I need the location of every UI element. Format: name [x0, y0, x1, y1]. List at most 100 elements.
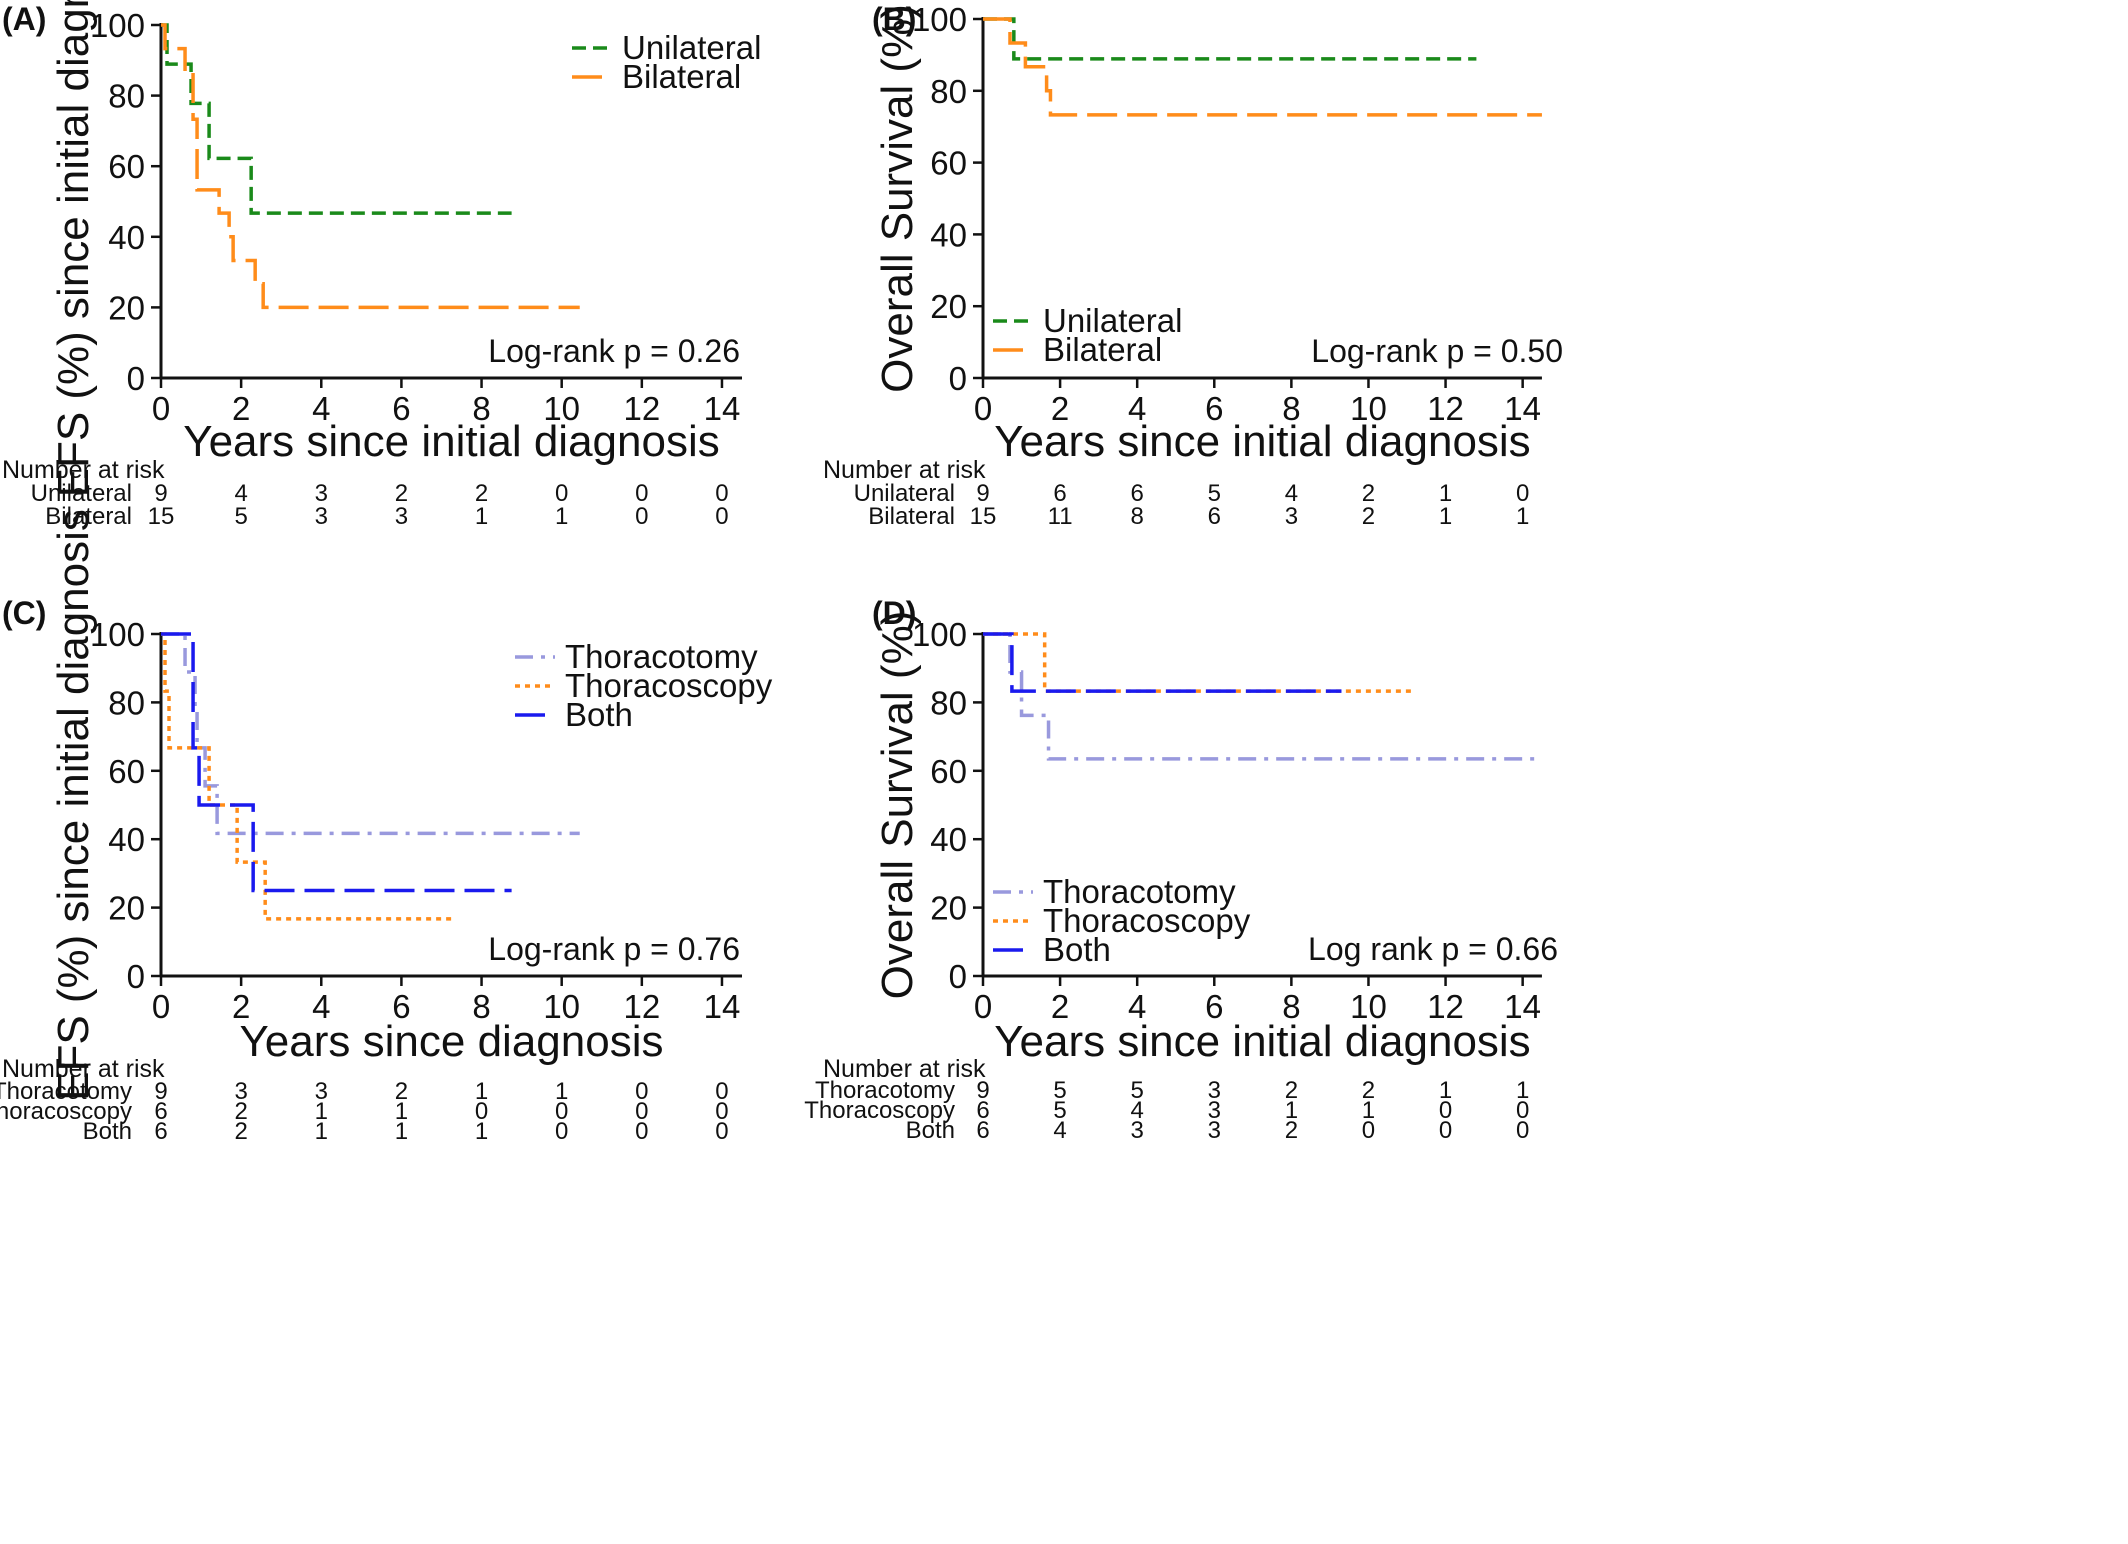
x-tick-label: 0: [152, 988, 170, 1025]
risk-count: 5: [1131, 1077, 1144, 1104]
risk-count: 1: [475, 1078, 488, 1105]
x-tick-label: 8: [1282, 390, 1300, 427]
risk-count: 9: [976, 1077, 989, 1104]
risk-count: 11: [1048, 503, 1073, 530]
y-tick-label: 60: [108, 753, 145, 790]
x-tick-label: 14: [704, 390, 741, 427]
legend-label-both: Both: [565, 696, 633, 733]
x-tick-label: 4: [1128, 390, 1146, 427]
risk-count: 4: [1285, 480, 1298, 507]
panel-label: (C): [2, 595, 46, 631]
risk-count: 2: [475, 480, 488, 507]
x-tick-label: 0: [974, 390, 992, 427]
risk-count: 1: [315, 1098, 328, 1125]
risk-count: 2: [234, 1118, 247, 1145]
risk-count: 1: [1439, 480, 1452, 507]
risk-count: 1: [475, 1118, 488, 1145]
risk-count: 0: [715, 503, 728, 530]
y-tick-label: 60: [108, 148, 145, 185]
risk-count: 9: [976, 480, 989, 507]
risk-count: 4: [1053, 1117, 1066, 1144]
km-curve-unilateral: [983, 17, 1477, 61]
x-tick-label: 12: [1427, 988, 1464, 1025]
y-tick-label: 40: [930, 821, 967, 858]
x-tick-label: 12: [1427, 390, 1464, 427]
risk-count: 3: [1285, 503, 1298, 530]
x-axis-title: Years since initial diagnosis: [994, 1017, 1530, 1066]
x-axis-title: Years since initial diagnosis: [183, 417, 719, 466]
risk-table-title: Number at risk: [2, 456, 165, 484]
panel-label: (A): [2, 1, 46, 37]
risk-count: 2: [1285, 1117, 1298, 1144]
y-tick-label: 80: [930, 73, 967, 110]
risk-count: 1: [1285, 1097, 1298, 1124]
risk-count: 6: [976, 1097, 989, 1124]
risk-count: 1: [555, 503, 568, 530]
x-tick-label: 12: [623, 988, 660, 1025]
risk-count: 0: [715, 1098, 728, 1125]
risk-count: 5: [234, 503, 247, 530]
risk-count: 3: [395, 503, 408, 530]
log-rank-annotation: Log-rank p = 0.50: [1311, 333, 1563, 369]
legend-label-unilateral: Unilateral: [622, 29, 761, 66]
risk-row-label-bilateral: Bilateral: [45, 503, 132, 530]
risk-count: 3: [1208, 1097, 1221, 1124]
x-tick-label: 4: [312, 988, 330, 1025]
risk-count: 0: [1362, 1117, 1375, 1144]
y-tick-label: 100: [912, 1, 967, 38]
risk-count: 4: [234, 480, 247, 507]
x-tick-label: 4: [312, 390, 330, 427]
risk-table-title: Number at risk: [2, 1055, 165, 1083]
risk-count: 1: [475, 503, 488, 530]
risk-count: 0: [1439, 1097, 1452, 1124]
risk-count: 0: [635, 480, 648, 507]
y-tick-label: 40: [930, 216, 967, 253]
risk-count: 15: [970, 503, 997, 530]
x-tick-label: 10: [1350, 988, 1387, 1025]
risk-count: 0: [555, 1118, 568, 1145]
risk-count: 2: [1362, 503, 1375, 530]
y-axis-title: EFS (%) since initial diagnosis: [49, 509, 98, 1101]
x-tick-label: 8: [472, 988, 490, 1025]
risk-row-label-unilateral: Unilateral: [31, 480, 132, 507]
risk-count: 0: [1516, 480, 1529, 507]
risk-count: 2: [395, 480, 408, 507]
km-curve-thoracoscopy: [161, 632, 454, 921]
x-tick-label: 0: [974, 988, 992, 1025]
risk-row-label-both: Both: [83, 1118, 132, 1145]
legend-label-both: Both: [1043, 931, 1111, 968]
y-tick-label: 20: [108, 890, 145, 927]
y-tick-label: 0: [949, 958, 967, 995]
risk-row-label-thoracoscopy: Thoracoscopy: [804, 1097, 955, 1124]
x-tick-label: 6: [392, 988, 410, 1025]
risk-count: 0: [555, 1098, 568, 1125]
risk-count: 0: [1516, 1117, 1529, 1144]
x-tick-label: 4: [1128, 988, 1146, 1025]
risk-count: 5: [1053, 1097, 1066, 1124]
x-tick-label: 2: [232, 390, 250, 427]
km-curve-thoracoscopy: [983, 632, 1411, 693]
risk-count: 0: [1516, 1097, 1529, 1124]
legend-label-thoracotomy: Thoracotomy: [1043, 873, 1236, 910]
risk-count: 1: [1516, 1077, 1529, 1104]
risk-count: 8: [1131, 503, 1144, 530]
y-tick-label: 100: [90, 7, 145, 44]
x-tick-label: 10: [1350, 390, 1387, 427]
risk-count: 0: [635, 1098, 648, 1125]
risk-count: 3: [315, 503, 328, 530]
y-axis-title: EFS (%) since initial diagnosis: [49, 0, 98, 497]
risk-count: 1: [315, 1118, 328, 1145]
y-tick-label: 20: [930, 890, 967, 927]
x-tick-label: 14: [704, 988, 741, 1025]
y-tick-label: 80: [108, 78, 145, 115]
y-tick-label: 40: [108, 821, 145, 858]
risk-count: 3: [234, 1078, 247, 1105]
km-curve-bilateral: [161, 23, 580, 310]
risk-count: 2: [234, 1098, 247, 1125]
panel-label: (D): [872, 595, 916, 631]
risk-count: 6: [1131, 480, 1144, 507]
x-tick-label: 2: [1051, 390, 1069, 427]
risk-count: 1: [395, 1118, 408, 1145]
risk-count: 6: [1053, 480, 1066, 507]
